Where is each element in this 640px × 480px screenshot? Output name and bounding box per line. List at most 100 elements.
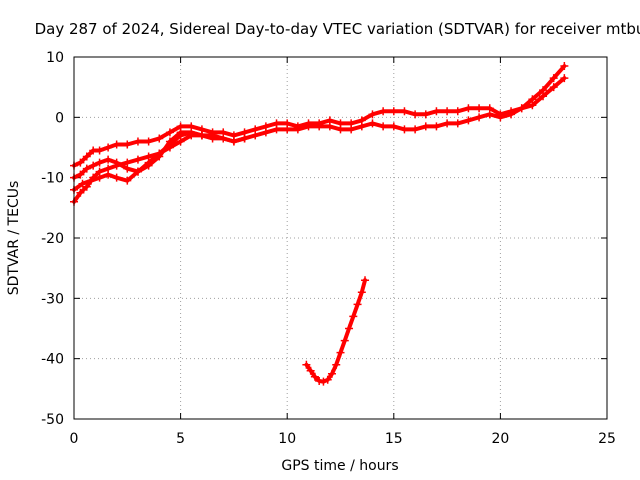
data-point (357, 122, 366, 131)
data-layer (70, 62, 569, 386)
data-point (123, 164, 132, 173)
data-point (400, 125, 409, 134)
series-track-4 (70, 131, 206, 194)
data-point (336, 348, 345, 357)
y-tick-label: -20 (41, 231, 64, 247)
data-point (361, 276, 370, 285)
data-point (87, 176, 96, 185)
data-point (421, 110, 430, 119)
data-point (464, 116, 473, 125)
data-point (76, 158, 85, 167)
data-point (411, 125, 420, 134)
data-point (453, 119, 462, 128)
data-point (453, 107, 462, 116)
y-axis-label: SDTVAR / TECUs (6, 181, 22, 296)
data-point (368, 119, 377, 128)
data-point (496, 113, 505, 122)
y-tick-label: -40 (41, 352, 64, 368)
data-point (389, 107, 398, 116)
data-point (353, 300, 362, 309)
data-point (411, 110, 420, 119)
data-point (368, 110, 377, 119)
data-point (155, 149, 164, 158)
x-tick-label: 0 (70, 431, 79, 447)
data-point (197, 131, 206, 140)
data-point (349, 312, 358, 321)
plot-frame (73, 56, 608, 420)
x-tick-label: 5 (176, 431, 185, 447)
data-point (187, 131, 196, 140)
x-axis-label: GPS time / hours (281, 458, 398, 474)
data-point (432, 107, 441, 116)
data-point (475, 113, 484, 122)
y-tick-label: -10 (41, 171, 64, 187)
data-point (82, 152, 91, 161)
data-point (95, 146, 104, 155)
data-point (357, 288, 366, 297)
data-point (315, 122, 324, 131)
data-point (475, 104, 484, 113)
data-point (251, 131, 260, 140)
data-point (240, 134, 249, 143)
data-point (517, 104, 526, 113)
data-point (78, 179, 87, 188)
data-point (507, 110, 516, 119)
data-point (95, 173, 104, 182)
data-point (176, 128, 185, 137)
data-point (345, 324, 354, 333)
data-point (293, 125, 302, 134)
data-point (319, 377, 328, 386)
y-tick-label: -30 (41, 291, 64, 307)
data-point (560, 62, 569, 71)
data-point (560, 74, 569, 83)
data-point (89, 161, 98, 170)
data-point (421, 122, 430, 131)
data-point (133, 167, 142, 176)
data-point (104, 143, 113, 152)
data-point (332, 360, 341, 369)
data-point (133, 137, 142, 146)
series-track-1 (70, 62, 569, 170)
data-point (176, 137, 185, 146)
data-point (104, 155, 113, 164)
x-tick-label: 25 (598, 431, 616, 447)
data-point (432, 122, 441, 131)
data-point (112, 173, 121, 182)
data-point (261, 128, 270, 137)
data-point (123, 140, 132, 149)
data-point (76, 170, 85, 179)
data-point (389, 122, 398, 131)
data-point (208, 131, 217, 140)
data-point (485, 110, 494, 119)
data-point (549, 74, 558, 83)
series-track-5 (302, 276, 370, 386)
x-tick-label: 10 (278, 431, 296, 447)
data-point (104, 170, 113, 179)
data-point (443, 119, 452, 128)
data-point (76, 188, 85, 197)
data-point (340, 336, 349, 345)
data-point (165, 128, 174, 137)
data-point (155, 134, 164, 143)
data-point (379, 122, 388, 131)
data-point (336, 125, 345, 134)
data-point (219, 134, 228, 143)
data-point (123, 176, 132, 185)
y-tick-label: 0 (55, 110, 64, 126)
x-tick-label: 20 (491, 431, 509, 447)
data-point (549, 83, 558, 92)
data-point (323, 375, 332, 384)
y-tick-label: 10 (46, 50, 64, 66)
x-tick-label: 15 (385, 431, 403, 447)
data-point (327, 369, 336, 378)
data-point (310, 372, 319, 381)
data-point (379, 107, 388, 116)
data-point (325, 122, 334, 131)
data-point (304, 122, 313, 131)
data-point (229, 137, 238, 146)
data-point (464, 104, 473, 113)
data-point (144, 137, 153, 146)
data-point (165, 143, 174, 152)
data-point (144, 158, 153, 167)
